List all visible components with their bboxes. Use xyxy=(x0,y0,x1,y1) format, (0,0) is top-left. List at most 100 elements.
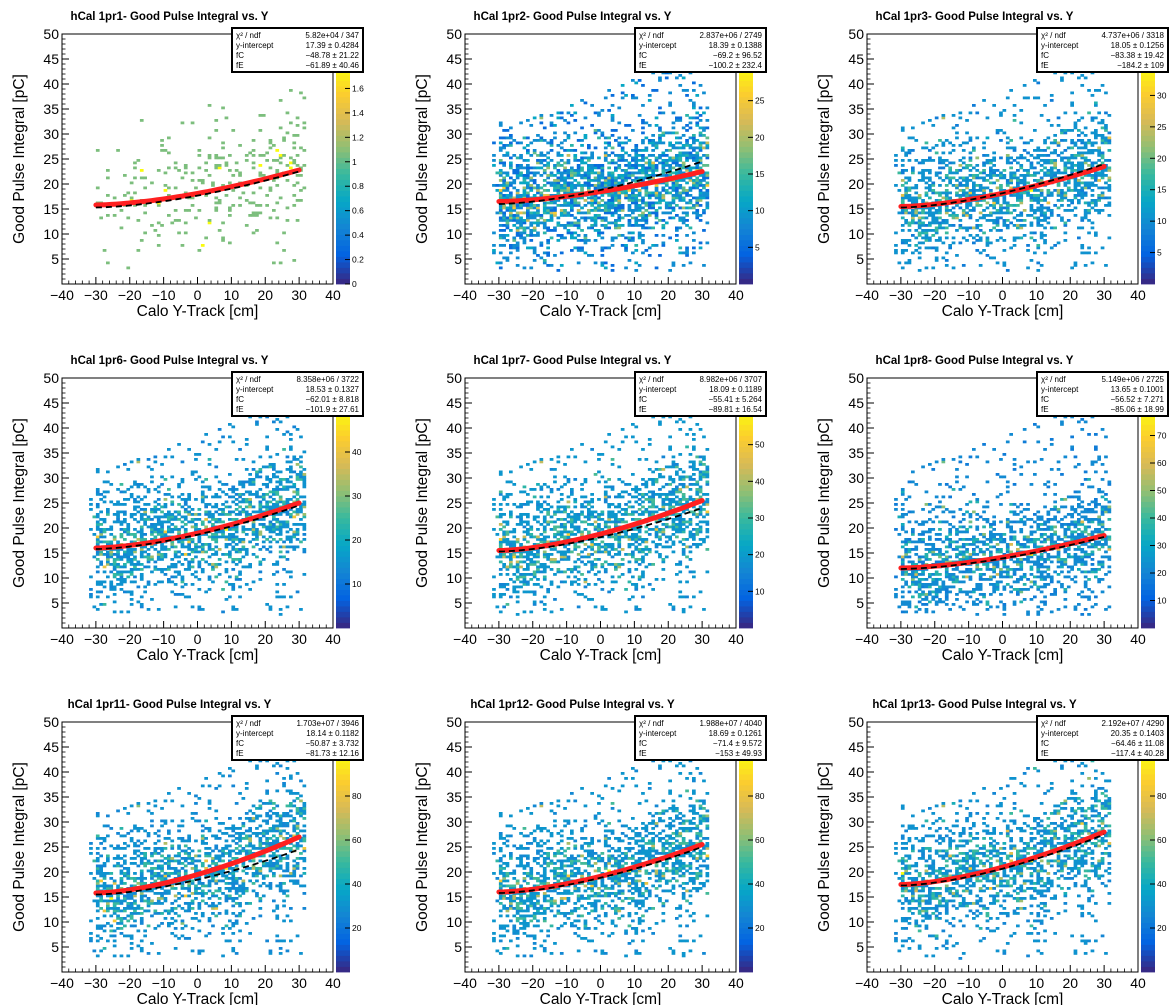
color-bar-label: 40 xyxy=(755,476,765,486)
reference-curve xyxy=(95,170,300,209)
x-tick-label: −40 xyxy=(855,975,879,991)
y-tick-label: 45 xyxy=(848,51,864,67)
y-tick-label: 50 xyxy=(446,714,462,730)
y-tick-label: 40 xyxy=(43,76,59,92)
reference-curve xyxy=(900,163,1105,209)
y-tick-label: 15 xyxy=(446,889,462,905)
y-tick-label: 15 xyxy=(848,201,864,217)
stats-value: 18.09 ± 0.1189 xyxy=(709,385,762,394)
stats-value: 18.05 ± 0.1256 xyxy=(1111,41,1165,50)
stats-value: −85.06 ± 18.99 xyxy=(1110,405,1164,414)
fit-curve xyxy=(93,500,302,551)
color-bar-label: 20 xyxy=(352,535,362,545)
color-bar-label: 1.4 xyxy=(352,108,364,118)
x-tick-label: 0 xyxy=(194,975,202,991)
x-tick-label: 10 xyxy=(1029,631,1045,647)
stats-box: χ² / ndf 5.82e+04 / 347 y-intercept 17.39 ±… xyxy=(231,27,364,73)
y-tick-label: 30 xyxy=(446,470,462,486)
x-tick-label: 30 xyxy=(291,975,307,991)
fit-curve xyxy=(496,498,705,553)
x-tick-label: 10 xyxy=(627,287,643,303)
x-tick-label: −40 xyxy=(453,631,477,647)
y-tick-label: 5 xyxy=(856,251,864,267)
y-tick-label: 5 xyxy=(856,939,864,955)
y-tick-label: 35 xyxy=(848,789,864,805)
x-tick-label: −20 xyxy=(923,287,947,303)
y-tick-label: 40 xyxy=(848,764,864,780)
y-tick-label: 30 xyxy=(848,470,864,486)
stats-label: χ² / ndf xyxy=(236,375,261,384)
x-tick-label: 0 xyxy=(597,287,605,303)
y-tick-label: 35 xyxy=(848,101,864,117)
stats-label: fE xyxy=(236,405,244,414)
color-bar-label: 60 xyxy=(1157,835,1167,845)
y-tick-label: 20 xyxy=(848,520,864,536)
y-tick-label: 45 xyxy=(446,395,462,411)
x-tick-label: −30 xyxy=(487,287,511,303)
x-tick-label: −20 xyxy=(521,631,545,647)
y-tick-label: 20 xyxy=(446,520,462,536)
color-bar-label: 30 xyxy=(755,513,765,523)
color-bar-label: 60 xyxy=(755,835,765,845)
x-tick-label: −40 xyxy=(50,975,74,991)
stats-value: 4.737e+06 / 3318 xyxy=(1101,31,1164,40)
y-tick-label: 40 xyxy=(446,420,462,436)
x-tick-label: 40 xyxy=(728,631,744,647)
y-tick-label: 15 xyxy=(848,889,864,905)
color-bar: 10 20 30 40 xyxy=(336,408,362,629)
x-tick-label: 0 xyxy=(194,631,202,647)
chart-title: hCal 1pr13- Good Pulse Integral vs. Y xyxy=(872,699,1077,711)
color-bar-label: 30 xyxy=(352,491,362,501)
y-tick-label: 45 xyxy=(43,739,59,755)
y-tick-label: 50 xyxy=(446,26,462,42)
y-tick-label: 45 xyxy=(848,395,864,411)
y-tick-label: 45 xyxy=(446,739,462,755)
stats-label: y-intercept xyxy=(236,729,274,738)
color-bar-label: 20 xyxy=(755,132,765,142)
stats-label: fE xyxy=(1041,61,1049,70)
y-tick-label: 25 xyxy=(848,839,864,855)
x-tick-label: 10 xyxy=(224,631,240,647)
fit-curve xyxy=(496,842,705,895)
chart-panel: −40 −30 −20 −10 0 10 20 30 40 5 10 15 20 25 30 35 40 45 50… xyxy=(816,11,1169,320)
x-tick-label: −40 xyxy=(50,631,74,647)
stats-label: fE xyxy=(639,405,647,414)
x-tick-label: 20 xyxy=(1062,287,1078,303)
y-tick-label: 15 xyxy=(43,889,59,905)
stats-value: −61.89 ± 40.46 xyxy=(305,61,359,70)
stats-label: χ² / ndf xyxy=(639,719,664,728)
x-tick-label: −40 xyxy=(855,287,879,303)
y-tick-label: 5 xyxy=(856,595,864,611)
color-bar-label: 0.6 xyxy=(352,206,364,216)
y-axis-title: Good Pulse Integral [pC] xyxy=(11,762,28,932)
y-tick-label: 50 xyxy=(43,370,59,386)
color-bar-label: 20 xyxy=(755,923,765,933)
x-tick-label: 40 xyxy=(728,287,744,303)
color-bar-label: 10 xyxy=(1157,596,1167,606)
y-tick-label: 35 xyxy=(446,101,462,117)
y-tick-label: 40 xyxy=(446,764,462,780)
color-bar-label: 80 xyxy=(755,791,765,801)
color-bar-label: 70 xyxy=(1157,431,1167,441)
x-tick-label: 40 xyxy=(325,287,341,303)
x-tick-label: −10 xyxy=(152,287,176,303)
stats-label: χ² / ndf xyxy=(1041,31,1066,40)
color-bar-label: 10 xyxy=(352,579,362,589)
y-tick-label: 40 xyxy=(848,76,864,92)
y-tick-label: 25 xyxy=(446,495,462,511)
stats-value: 18.14 ± 0.1182 xyxy=(306,729,359,738)
x-tick-label: 20 xyxy=(257,287,273,303)
stats-label: fE xyxy=(639,61,647,70)
color-bar-label: 10 xyxy=(755,206,765,216)
chart-title: hCal 1pr1- Good Pulse Integral vs. Y xyxy=(71,11,269,23)
chart-title: hCal 1pr2- Good Pulse Integral vs. Y xyxy=(474,11,672,23)
color-bar-label: 40 xyxy=(755,879,765,889)
x-axis-title: Calo Y-Track [cm] xyxy=(137,991,259,1005)
color-bar-label: 5 xyxy=(755,242,760,252)
chart-title: hCal 1pr12- Good Pulse Integral vs. Y xyxy=(470,699,675,711)
y-axis-title: Good Pulse Integral [pC] xyxy=(414,74,431,244)
x-tick-label: −40 xyxy=(453,287,477,303)
stats-value: −48.78 ± 21.22 xyxy=(305,51,359,60)
x-tick-label: −20 xyxy=(923,631,947,647)
